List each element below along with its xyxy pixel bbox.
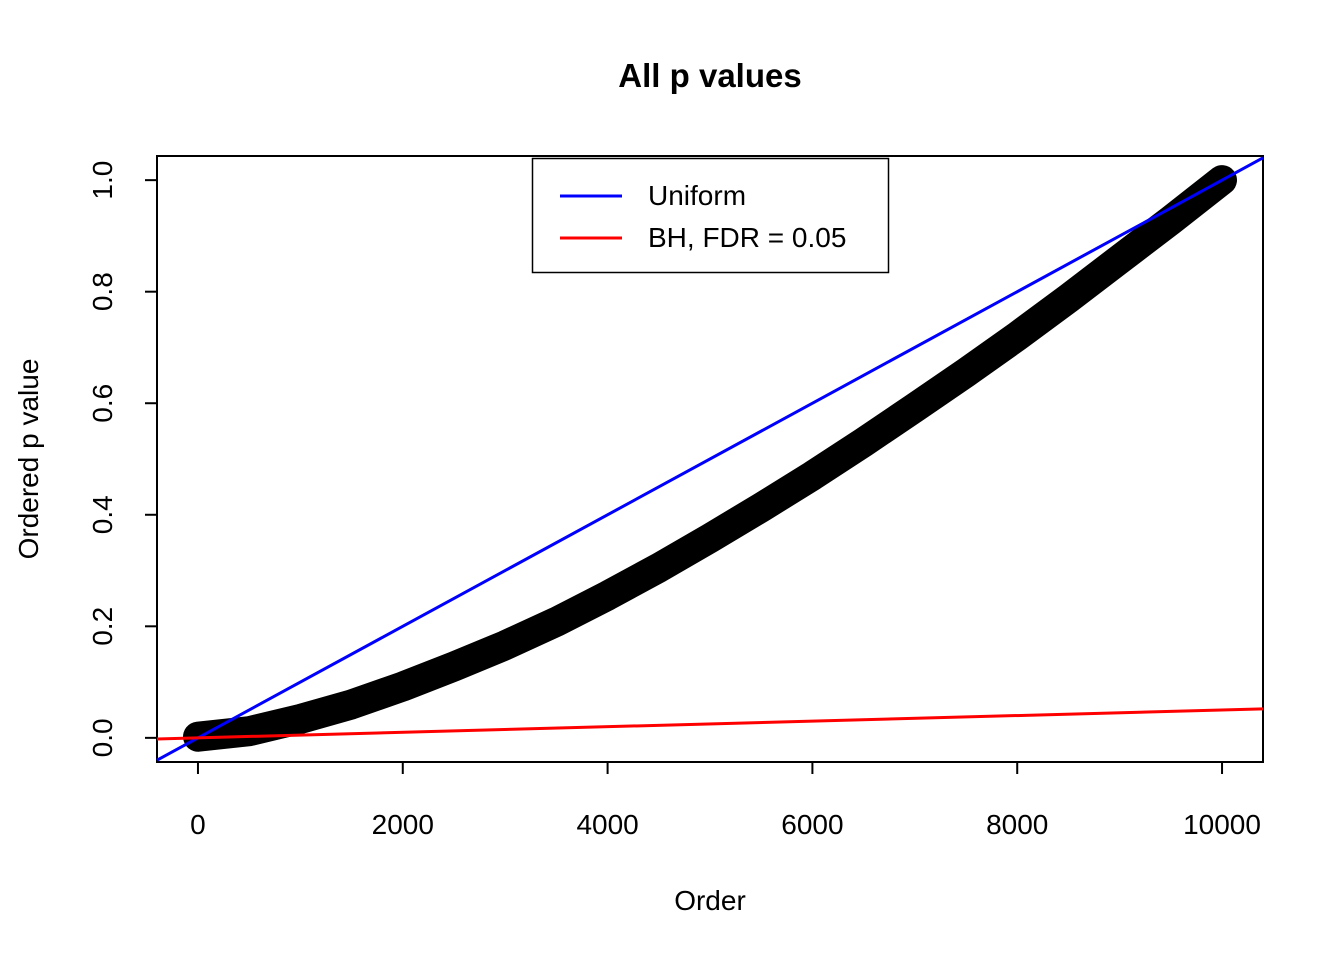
x-tick-label: 0 [190, 809, 206, 840]
y-tick-label: 0.0 [87, 718, 118, 757]
plot-title: All p values [618, 57, 801, 94]
series-layer [156, 156, 1264, 762]
uniform-reference-line [156, 156, 1264, 762]
legend-box [531, 157, 890, 274]
legend-label-uniform: Uniform [648, 180, 746, 211]
x-axis-label: Order [674, 885, 746, 916]
legend-label-bh: BH, FDR = 0.05 [648, 222, 846, 253]
bh-fdr-threshold-line [156, 707, 1264, 741]
x-tick-label: 6000 [781, 809, 843, 840]
legend: Uniform BH, FDR = 0.05 [531, 157, 890, 274]
y-axis-label: Ordered p value [13, 359, 44, 560]
ordered-p-values-curve [183, 165, 1237, 752]
plot-box [156, 155, 1264, 763]
x-tick-label: 2000 [372, 809, 434, 840]
y-tick-label: 1.0 [87, 161, 118, 200]
x-tick-label: 4000 [576, 809, 638, 840]
y-tick-label: 0.2 [87, 607, 118, 646]
y-tick-label: 0.4 [87, 495, 118, 534]
y-tick-label: 0.8 [87, 272, 118, 311]
y-tick-label: 0.6 [87, 384, 118, 423]
axes-layer: 0 2000 4000 6000 8000 10000 0.0 0.2 0.4 0.6 0.8 1.0 [87, 155, 1264, 840]
x-tick-label: 8000 [986, 809, 1048, 840]
x-tick-label: 10000 [1183, 809, 1261, 840]
